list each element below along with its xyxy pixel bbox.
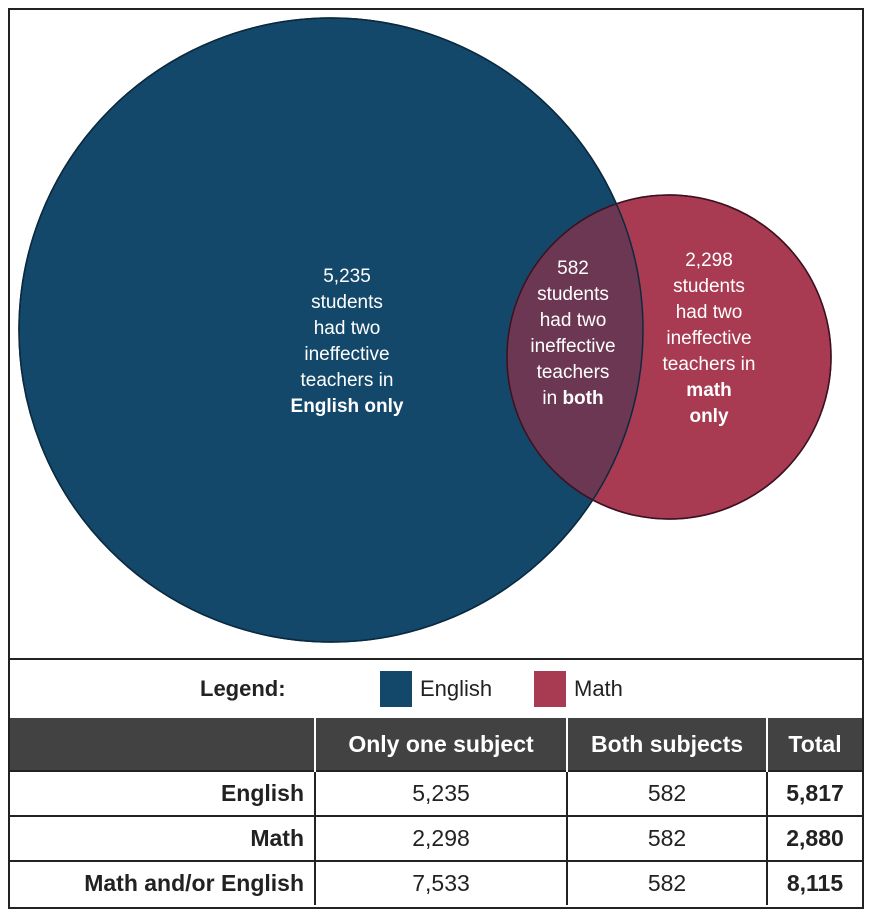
math-circle-outline [506,194,832,520]
english-only-line: ineffective [304,344,390,365]
total-cell: 2,880 [766,815,862,861]
total-cell: 8,115 [766,860,862,905]
both-emphasis: both [562,388,604,409]
table-header-only-one: Only one subject [314,718,567,771]
legend-label: Legend: [200,676,286,701]
both-cell: 582 [566,860,767,905]
table-header-total: Total [766,718,862,771]
legend-english-label: English [420,676,493,701]
row-label: Math [10,815,315,861]
both-line: had two [539,310,607,331]
english-only-line: students [311,292,383,313]
only-one-cell: 5,235 [314,770,567,816]
figure-frame: 5,235 students had two ineffective teach… [8,8,864,909]
both-line: teachers [536,362,610,383]
math-only-line: teachers in [662,354,756,375]
math-only-count: 2,298 [685,250,733,271]
table-row: Math 2,298 582 2,880 [10,815,862,861]
english-swatch-icon [380,671,412,707]
legend-item-english: English [380,671,492,707]
table-row: Math and/or English 7,533 582 8,115 [10,860,862,905]
both-cell: 582 [566,770,767,816]
both-line: ineffective [530,336,616,357]
math-only-line: ineffective [666,328,752,349]
overlap-region [507,195,643,519]
math-only-emphasis: only [689,406,729,427]
summary-table: Only one subject Both subjects Total Eng… [10,718,862,905]
only-one-cell: 7,533 [314,860,567,905]
total-cell: 5,817 [766,770,862,816]
english-only-label: 5,235 students had two ineffective teach… [272,264,422,420]
english-only-line: had two [313,318,381,339]
legend-item-math: Math [534,671,623,707]
math-only-line: had two [675,302,743,323]
both-count: 582 [557,258,589,279]
legend: Legend: English Math [10,660,862,718]
table-header-both: Both subjects [566,718,767,771]
english-only-line: teachers in [300,370,394,391]
english-only-count: 5,235 [323,266,371,287]
both-cell: 582 [566,815,767,861]
both-line: students [537,284,609,305]
math-only-label: 2,298 students had two ineffective teach… [644,248,774,430]
divider [10,658,862,660]
english-circle-outline [18,17,644,643]
table-header-blank [10,718,315,771]
english-only-emphasis: English only [290,396,404,417]
venn-diagram: 5,235 students had two ineffective teach… [10,10,862,658]
venn-svg [18,17,832,643]
both-prefix: in [542,388,558,409]
both-label: 582 students had two ineffective teacher… [518,256,628,412]
row-label: Math and/or English [10,860,315,905]
legend-math-label: Math [574,676,623,701]
table-header-row: Only one subject Both subjects Total [10,718,862,771]
math-only-emphasis: math [686,380,732,401]
row-label: English [10,770,315,816]
table-row: English 5,235 582 5,817 [10,770,862,816]
math-only-line: students [673,276,745,297]
both-emphasis-line: in both [518,386,628,412]
math-swatch-icon [534,671,566,707]
only-one-cell: 2,298 [314,815,567,861]
